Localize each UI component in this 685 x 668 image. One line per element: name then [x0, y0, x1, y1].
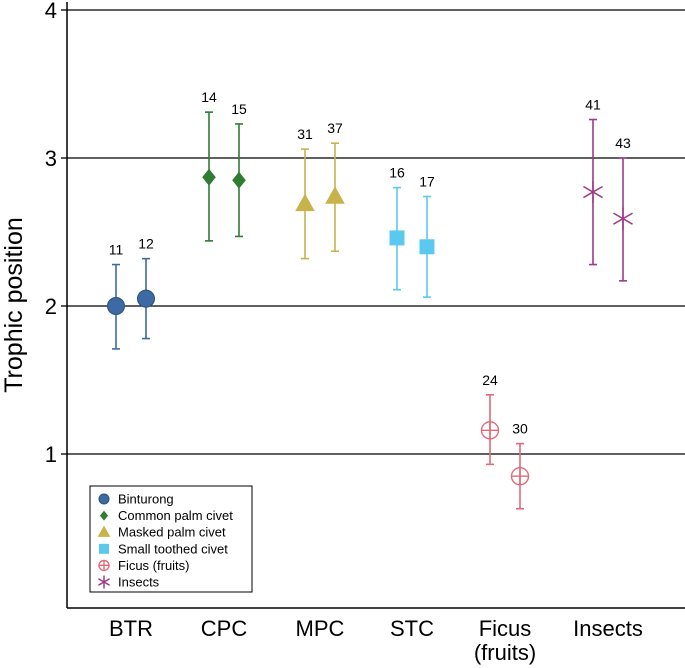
y-ticks: 1 2 3 4	[45, 0, 67, 467]
marker-diamond	[232, 171, 246, 189]
sample-size-label: 11	[109, 242, 124, 258]
x-category-label: MPC	[296, 616, 345, 641]
legend-item: Binturong	[98, 492, 174, 507]
data-points: 11 12 14 15 31 37 16 17 24 30 41 43	[107, 89, 633, 510]
legend-label: Ficus (fruits)	[118, 558, 190, 573]
marker-asterisk-stroke	[583, 185, 603, 199]
x-category-label: STC	[390, 616, 434, 641]
y-tick-label-1: 1	[45, 442, 57, 467]
data-point: 30	[510, 421, 530, 510]
data-point: 37	[325, 120, 345, 253]
x-category-label: Ficus	[479, 616, 532, 641]
marker-square	[419, 239, 435, 255]
y-tick-label-4: 4	[45, 0, 57, 23]
legend-item: Small toothed civet	[99, 541, 228, 556]
data-point: 41	[583, 97, 603, 266]
legend-label: Small toothed civet	[118, 541, 228, 556]
legend-label: Binturong	[118, 492, 174, 507]
axes	[66, 2, 685, 609]
y-axis-title: Trophic position	[0, 217, 28, 393]
marker-circle	[98, 493, 110, 505]
data-point: 17	[419, 173, 435, 298]
legend-label: Common palm civet	[118, 508, 233, 523]
legend-item: Insects	[97, 575, 160, 590]
y-tick-label-3: 3	[45, 146, 57, 171]
sample-size-label: 31	[297, 126, 313, 142]
x-category-label: CPC	[201, 616, 248, 641]
sample-size-label: 41	[585, 97, 601, 113]
sample-size-label: 37	[327, 120, 343, 136]
sample-size-label: 43	[615, 135, 631, 151]
data-point: 24	[480, 372, 500, 466]
gridlines	[67, 9, 685, 455]
sample-size-label: 14	[201, 89, 217, 105]
marker-triangle	[325, 186, 345, 204]
marker-triangle	[295, 193, 315, 212]
legend-item: Ficus (fruits)	[98, 558, 190, 573]
x-category-label: Insects	[573, 616, 643, 641]
marker-diamond	[100, 510, 108, 521]
legend-box	[89, 485, 253, 593]
data-point: 16	[389, 165, 405, 291]
legend-label: Masked palm civet	[118, 525, 226, 540]
sample-size-label: 16	[389, 165, 405, 181]
sample-size-label: 12	[138, 236, 154, 252]
marker-asterisk-stroke	[97, 578, 111, 586]
sample-size-label: 17	[419, 173, 435, 189]
x-category-label: BTR	[109, 616, 153, 641]
sample-size-label: 24	[482, 372, 498, 388]
x-category-labels: BTR CPC MPC STC Ficus(fruits) Insects	[109, 616, 643, 665]
y-tick-label-2: 2	[45, 294, 57, 319]
data-point: 11	[107, 242, 125, 350]
data-point: 15	[231, 101, 247, 238]
legend-item: Common palm civet	[100, 508, 233, 523]
legend-label: Insects	[118, 575, 160, 590]
data-point: 14	[201, 89, 217, 242]
marker-square	[99, 543, 109, 554]
data-point: 43	[613, 135, 633, 282]
marker-triangle	[97, 525, 111, 537]
marker-diamond	[202, 168, 216, 186]
marker-asterisk-stroke	[613, 212, 633, 225]
marker-circle	[107, 297, 125, 315]
legend-item: Masked palm civet	[97, 525, 226, 540]
x-category-label: (fruits)	[474, 640, 536, 665]
sample-size-label: 30	[512, 421, 528, 437]
marker-circle	[137, 289, 155, 308]
marker-square	[389, 230, 405, 246]
data-point: 12	[137, 236, 155, 340]
sample-size-label: 15	[231, 101, 247, 117]
data-point: 31	[295, 126, 315, 260]
